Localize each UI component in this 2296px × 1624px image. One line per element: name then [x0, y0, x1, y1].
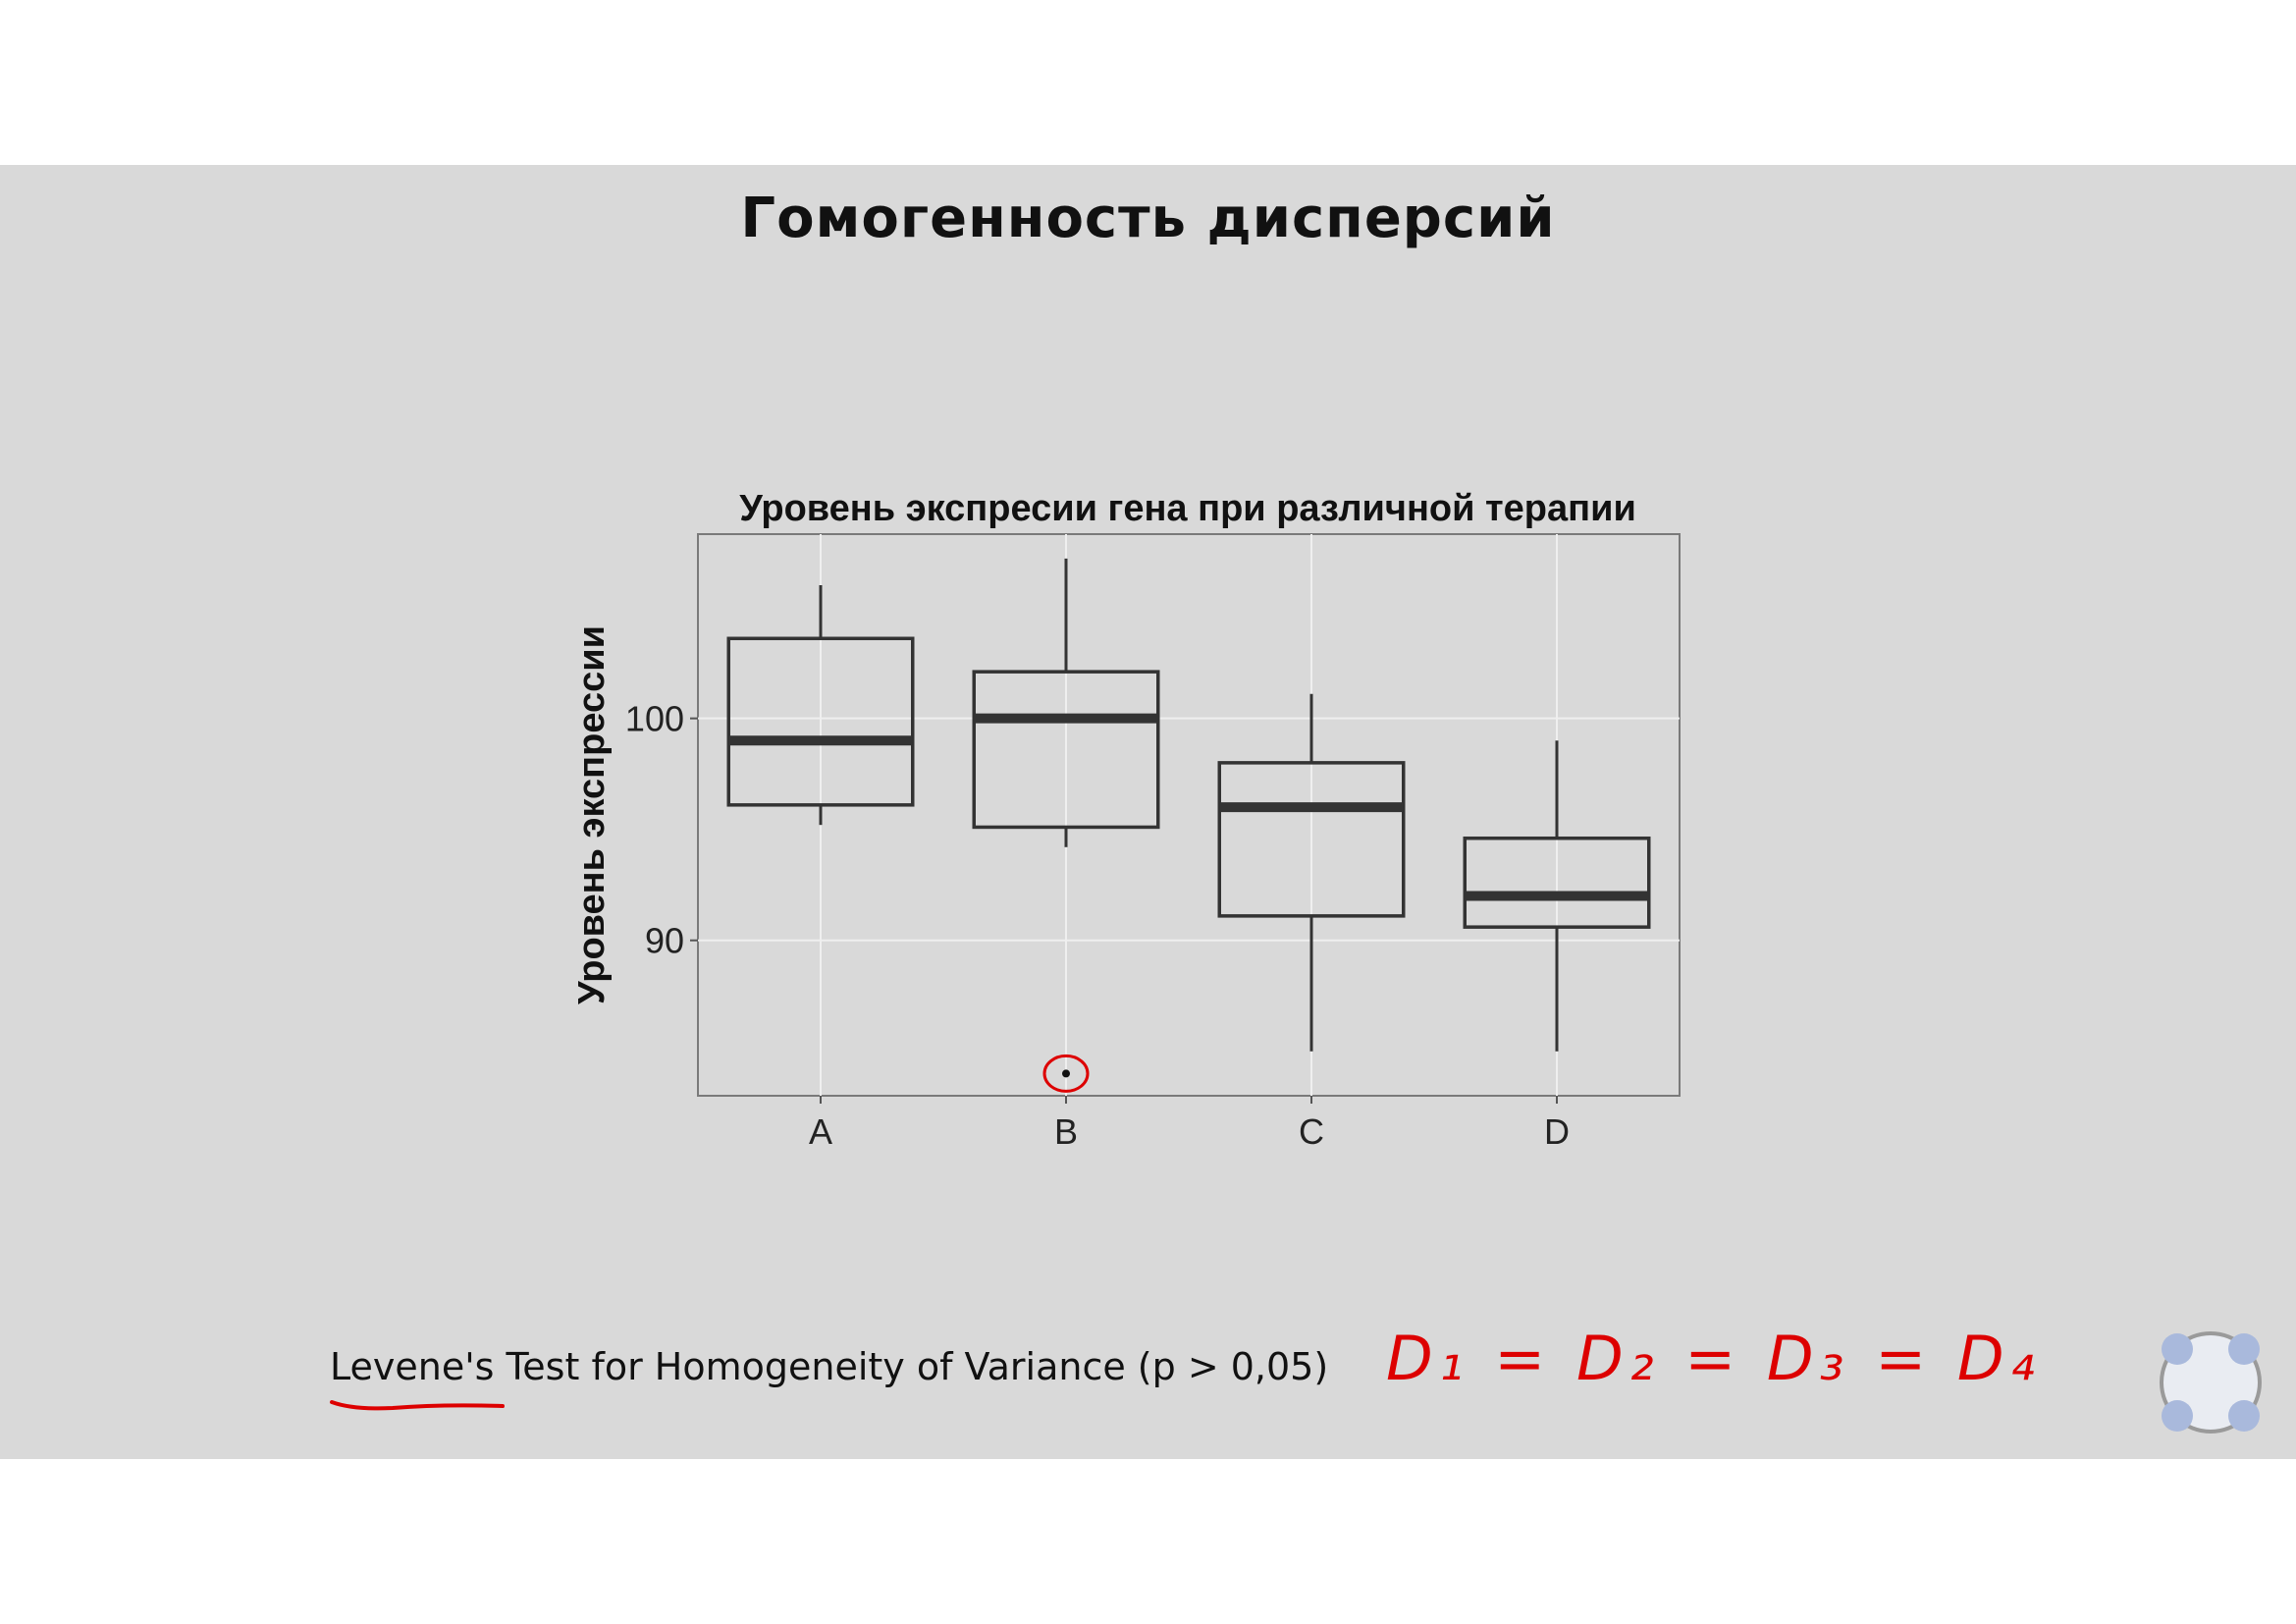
annotation-layer: [1042, 1054, 1090, 1093]
box-C: [1217, 693, 1406, 1052]
x-tick-label-B: B: [1054, 1111, 1078, 1152]
y-axis-label: Уровень экспрессии: [571, 625, 613, 1004]
box-D: [1463, 740, 1651, 1052]
y-tick-label-90: 90: [645, 921, 684, 961]
nav-dot-top-right-icon[interactable]: [2228, 1333, 2260, 1365]
slide-navigation-control[interactable]: [2156, 1327, 2266, 1437]
slide-title: Гомогенность дисперсий: [740, 187, 1556, 250]
outlier-point-B-0: [1062, 1069, 1070, 1078]
x-tick-label-C: C: [1299, 1111, 1324, 1152]
x-tick-label-D: D: [1544, 1111, 1570, 1152]
nav-dot-top-left-icon[interactable]: [2162, 1333, 2193, 1365]
box-B: [972, 558, 1160, 1078]
axis-layer: 90 100 A B C D: [625, 699, 1570, 1152]
nav-dot-bottom-left-icon[interactable]: [2162, 1400, 2193, 1432]
outlier-circle-annotation-0: [1042, 1054, 1090, 1093]
box-A: [726, 585, 915, 826]
levene-test-text: Levene's Test for Homogeneity of Varianc…: [330, 1345, 1329, 1388]
box-body-D: [1463, 836, 1651, 929]
x-tick-label-A: A: [809, 1111, 832, 1152]
boxes-layer: [726, 558, 1651, 1078]
box-body-A: [726, 636, 915, 807]
nav-dot-bottom-right-icon[interactable]: [2228, 1400, 2260, 1432]
chart-title: Уровень экспресии гена при различной тер…: [739, 488, 1636, 529]
box-body-B: [972, 670, 1160, 830]
box-body-C: [1217, 761, 1406, 918]
plot-panel: [697, 533, 1681, 1097]
y-tick-label-100: 100: [625, 699, 684, 739]
